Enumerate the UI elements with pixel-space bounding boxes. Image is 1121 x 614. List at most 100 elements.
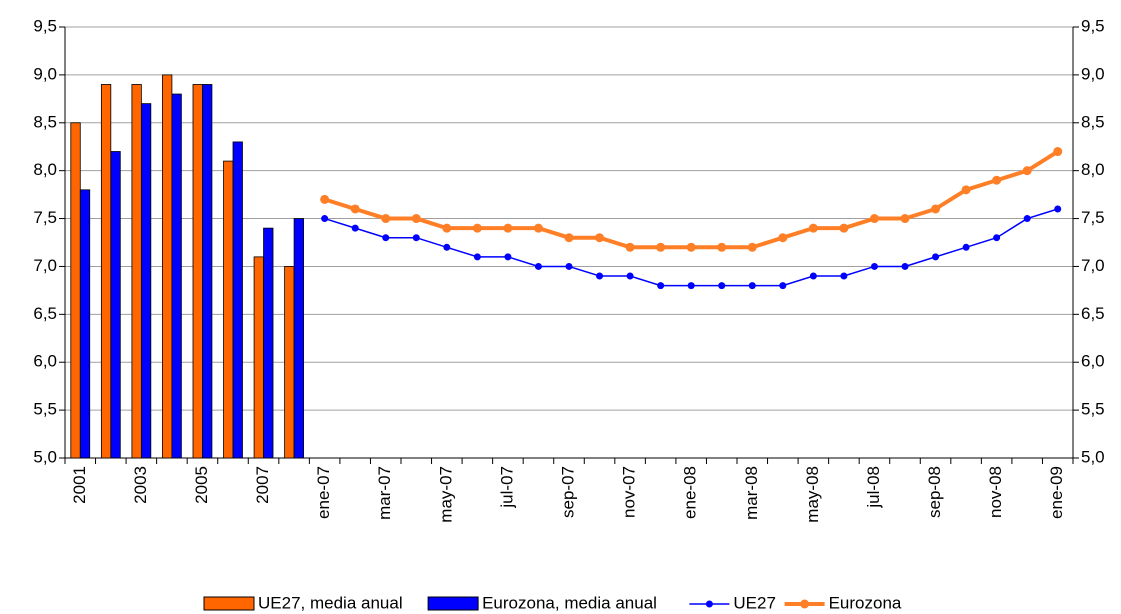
legend-label: UE27 <box>733 593 776 612</box>
line-marker <box>748 282 756 290</box>
line-marker <box>839 223 849 233</box>
line-marker <box>473 253 481 261</box>
bar <box>284 266 295 459</box>
line-marker <box>656 242 666 252</box>
line-marker <box>351 224 359 232</box>
y-tick-label: 5,0 <box>33 447 57 466</box>
legend-swatch <box>427 596 479 611</box>
line-marker <box>747 242 757 252</box>
line-marker <box>412 234 420 242</box>
bar <box>79 189 91 459</box>
bar <box>263 227 274 459</box>
bar <box>253 256 264 459</box>
line-marker <box>321 215 329 223</box>
y-tick-label: 8,0 <box>33 160 57 179</box>
legend-label: UE27, media anual <box>258 593 403 612</box>
y2-tick-label: 5,0 <box>1081 447 1105 466</box>
line-marker <box>534 262 542 270</box>
x-tick-label: may-07 <box>436 466 455 523</box>
line-marker <box>931 204 941 214</box>
line-marker <box>657 282 665 290</box>
line-marker <box>533 223 543 233</box>
line-marker <box>382 234 390 242</box>
y-tick-label: 6,0 <box>33 352 57 371</box>
line <box>324 149 1059 250</box>
legend-label: Eurozona <box>829 593 902 612</box>
x-tick-label: may-08 <box>803 466 822 523</box>
line-marker <box>900 214 910 224</box>
y2-tick-label: 7,0 <box>1081 256 1105 275</box>
bar <box>223 160 234 459</box>
x-tick-label: nov-07 <box>620 466 639 518</box>
bar <box>192 84 203 459</box>
line-marker <box>717 242 727 252</box>
y-tick-label: 7,0 <box>33 256 57 275</box>
y-tick-label: 7,5 <box>33 208 57 227</box>
x-tick-label: ene-09 <box>1047 466 1066 519</box>
y2-tick-label: 7,5 <box>1081 208 1105 227</box>
bar <box>202 84 213 459</box>
x-tick-label: mar-08 <box>742 466 761 520</box>
bar <box>140 103 152 459</box>
line-marker <box>686 242 696 252</box>
legend-label: Eurozona, media anual <box>482 593 657 612</box>
bar <box>100 84 112 459</box>
x-tick-label: 2005 <box>192 466 211 504</box>
line-marker <box>718 282 726 290</box>
x-tick-label: nov-08 <box>986 466 1005 518</box>
line-marker <box>411 214 421 224</box>
line-marker <box>565 262 573 270</box>
line-marker <box>778 233 788 243</box>
bar <box>110 151 121 459</box>
x-tick-label: mar-07 <box>375 466 394 520</box>
line-marker <box>442 223 452 233</box>
y-tick-label: 8,5 <box>33 112 57 131</box>
line-marker <box>595 233 605 243</box>
bar <box>293 218 304 459</box>
y2-tick-label: 6,5 <box>1081 304 1105 323</box>
x-tick-label: 2007 <box>253 466 272 504</box>
bar <box>171 93 182 459</box>
line-marker <box>869 214 879 224</box>
y-tick-label: 9,0 <box>33 64 57 83</box>
y2-tick-label: 8,0 <box>1081 160 1105 179</box>
line-marker <box>504 253 512 261</box>
x-tick-label: jul-08 <box>864 466 883 509</box>
x-tick-label: 2003 <box>131 466 150 504</box>
line-marker <box>625 242 635 252</box>
x-tick-label: jul-07 <box>497 466 516 509</box>
y2-tick-label: 9,0 <box>1081 64 1105 83</box>
line-marker <box>779 282 787 290</box>
line-marker <box>1053 147 1063 157</box>
line-marker <box>870 262 878 270</box>
y2-tick-label: 9,5 <box>1081 16 1105 35</box>
y2-tick-label: 8,5 <box>1081 112 1105 131</box>
x-tick-label: 2001 <box>70 466 89 504</box>
legend-swatch <box>203 596 255 611</box>
line-marker <box>932 253 940 261</box>
line-marker <box>564 233 574 243</box>
line-marker <box>809 272 817 280</box>
y-tick-label: 5,5 <box>33 400 57 419</box>
line-marker <box>626 272 634 280</box>
line-marker <box>472 223 482 233</box>
line-marker <box>808 223 818 233</box>
bar <box>131 84 142 459</box>
x-tick-label: sep-08 <box>925 466 944 518</box>
x-tick-label: ene-08 <box>681 466 700 519</box>
line-marker <box>381 214 391 224</box>
line-marker <box>840 272 848 280</box>
line-marker <box>596 272 604 280</box>
line-marker <box>901 262 909 270</box>
line-marker <box>1022 166 1032 176</box>
line-marker <box>962 243 970 251</box>
bar <box>162 74 173 459</box>
y2-tick-label: 6,0 <box>1081 352 1105 371</box>
line-marker <box>992 175 1002 185</box>
line-marker <box>443 243 451 251</box>
line-marker <box>350 204 360 214</box>
y-tick-label: 6,5 <box>33 304 57 323</box>
y-tick-label: 9,5 <box>33 16 57 35</box>
bar <box>70 122 81 459</box>
